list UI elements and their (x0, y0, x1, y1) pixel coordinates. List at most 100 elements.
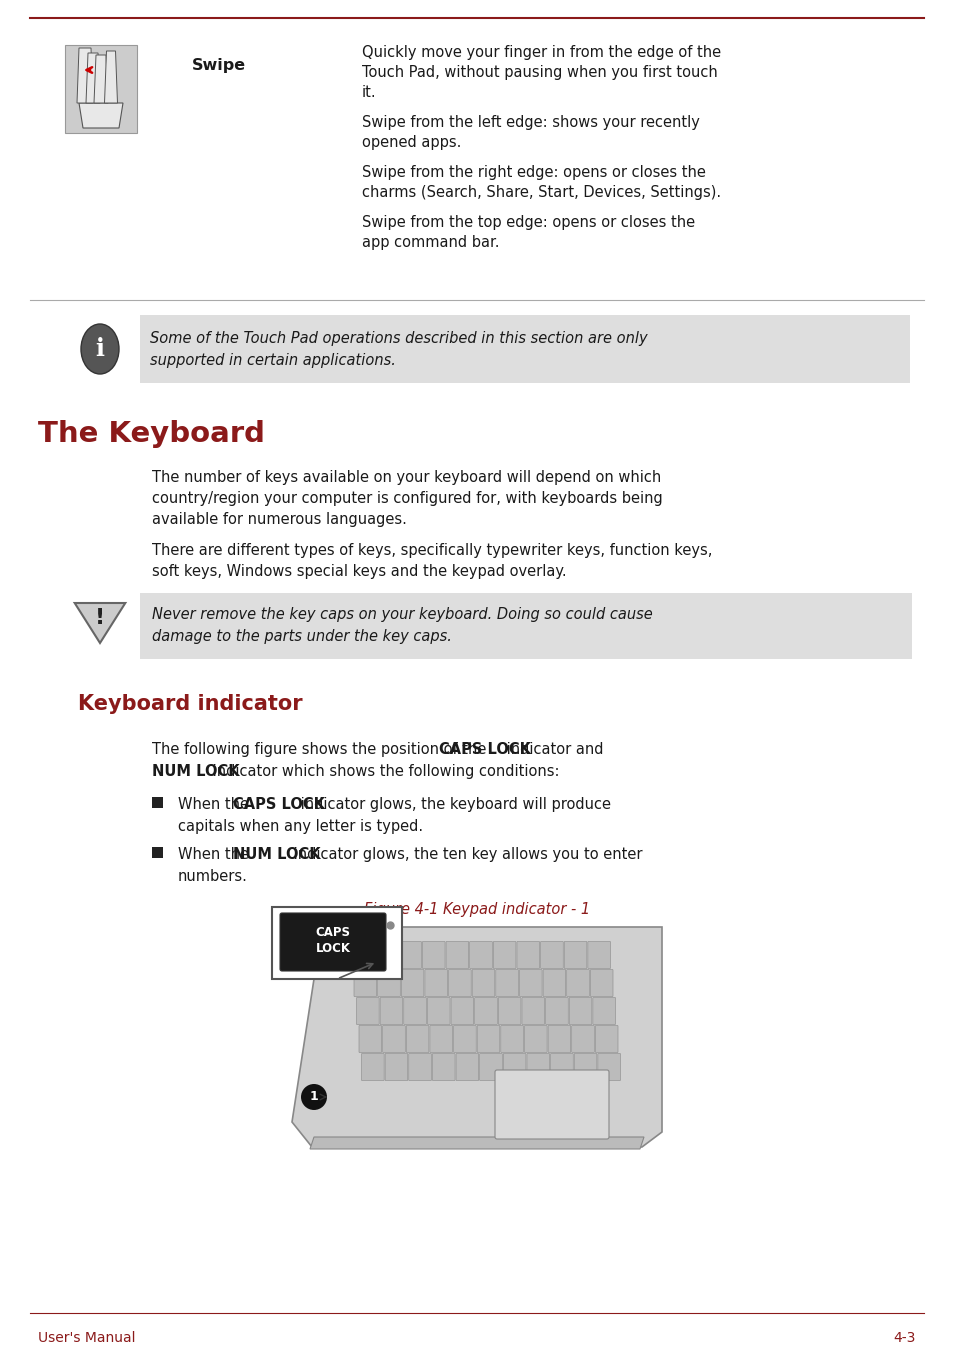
FancyBboxPatch shape (356, 998, 378, 1025)
FancyBboxPatch shape (595, 1025, 618, 1053)
FancyBboxPatch shape (152, 798, 163, 808)
FancyBboxPatch shape (540, 941, 562, 968)
FancyBboxPatch shape (569, 998, 591, 1025)
FancyBboxPatch shape (424, 970, 447, 997)
Polygon shape (94, 55, 108, 104)
FancyBboxPatch shape (526, 1053, 549, 1080)
FancyBboxPatch shape (476, 1025, 499, 1053)
Text: available for numerous languages.: available for numerous languages. (152, 512, 406, 527)
Text: Swipe from the right edge: opens or closes the: Swipe from the right edge: opens or clos… (361, 165, 705, 180)
Text: The number of keys available on your keyboard will depend on which: The number of keys available on your key… (152, 469, 660, 486)
Text: CAPS LOCK: CAPS LOCK (438, 742, 530, 757)
Text: Keyboard indicator: Keyboard indicator (78, 694, 302, 714)
FancyBboxPatch shape (375, 941, 397, 968)
FancyBboxPatch shape (430, 1025, 452, 1053)
Text: it.: it. (361, 85, 376, 100)
FancyBboxPatch shape (574, 1053, 597, 1080)
Text: indicator which shows the following conditions:: indicator which shows the following cond… (208, 764, 558, 779)
Text: Swipe from the left edge: shows your recently: Swipe from the left edge: shows your rec… (361, 116, 700, 130)
FancyBboxPatch shape (503, 1053, 525, 1080)
Text: soft keys, Windows special keys and the keypad overlay.: soft keys, Windows special keys and the … (152, 564, 566, 578)
Text: !: ! (95, 608, 105, 628)
FancyBboxPatch shape (377, 970, 400, 997)
Text: When the: When the (178, 798, 253, 812)
Polygon shape (74, 603, 125, 643)
FancyBboxPatch shape (406, 1025, 429, 1053)
Polygon shape (292, 927, 661, 1147)
FancyBboxPatch shape (521, 998, 544, 1025)
Text: The Keyboard: The Keyboard (38, 420, 265, 448)
FancyBboxPatch shape (500, 1025, 523, 1053)
Text: app command bar.: app command bar. (361, 235, 499, 250)
FancyBboxPatch shape (545, 998, 568, 1025)
Polygon shape (105, 51, 117, 104)
Text: CAPS
LOCK: CAPS LOCK (315, 925, 350, 955)
Text: 4-3: 4-3 (893, 1332, 915, 1345)
Text: charms (Search, Share, Start, Devices, Settings).: charms (Search, Share, Start, Devices, S… (361, 186, 720, 200)
Text: CAPS LOCK: CAPS LOCK (233, 798, 325, 812)
Text: Swipe from the top edge: opens or closes the: Swipe from the top edge: opens or closes… (361, 215, 695, 230)
FancyBboxPatch shape (563, 941, 586, 968)
FancyBboxPatch shape (496, 970, 517, 997)
FancyBboxPatch shape (446, 941, 468, 968)
Polygon shape (86, 52, 100, 104)
FancyBboxPatch shape (382, 1025, 405, 1053)
Text: opened apps.: opened apps. (361, 134, 461, 151)
Text: country/region your computer is configured for, with keyboards being: country/region your computer is configur… (152, 491, 662, 506)
Text: User's Manual: User's Manual (38, 1332, 135, 1345)
Text: NUM LOCK: NUM LOCK (152, 764, 239, 779)
Text: damage to the parts under the key caps.: damage to the parts under the key caps. (152, 629, 452, 644)
FancyBboxPatch shape (385, 1053, 407, 1080)
FancyBboxPatch shape (479, 1053, 502, 1080)
Text: 1: 1 (310, 1091, 318, 1103)
Text: capitals when any letter is typed.: capitals when any letter is typed. (178, 819, 423, 834)
Text: indicator and: indicator and (501, 742, 602, 757)
FancyBboxPatch shape (408, 1053, 431, 1080)
FancyBboxPatch shape (403, 998, 426, 1025)
Text: The following figure shows the position of the: The following figure shows the position … (152, 742, 491, 757)
FancyBboxPatch shape (590, 970, 613, 997)
FancyBboxPatch shape (453, 1025, 476, 1053)
FancyBboxPatch shape (427, 998, 450, 1025)
FancyBboxPatch shape (448, 970, 471, 997)
FancyBboxPatch shape (587, 941, 610, 968)
Text: There are different types of keys, specifically typewriter keys, function keys,: There are different types of keys, speci… (152, 543, 712, 558)
Text: Figure 4-1 Keypad indicator - 1: Figure 4-1 Keypad indicator - 1 (363, 902, 590, 917)
FancyBboxPatch shape (422, 941, 445, 968)
FancyBboxPatch shape (519, 970, 541, 997)
FancyBboxPatch shape (379, 998, 402, 1025)
Text: Quickly move your finger in from the edge of the: Quickly move your finger in from the edg… (361, 44, 720, 61)
FancyBboxPatch shape (451, 998, 474, 1025)
Polygon shape (77, 48, 92, 104)
FancyBboxPatch shape (65, 44, 137, 133)
FancyBboxPatch shape (280, 913, 386, 971)
Text: Some of the Touch Pad operations described in this section are only: Some of the Touch Pad operations describ… (150, 331, 647, 346)
FancyBboxPatch shape (495, 1071, 608, 1139)
FancyBboxPatch shape (432, 1053, 455, 1080)
FancyBboxPatch shape (140, 315, 909, 383)
FancyBboxPatch shape (542, 970, 565, 997)
FancyBboxPatch shape (571, 1025, 594, 1053)
FancyBboxPatch shape (524, 1025, 546, 1053)
FancyBboxPatch shape (497, 998, 520, 1025)
Polygon shape (310, 1137, 643, 1149)
FancyBboxPatch shape (361, 1053, 384, 1080)
Text: numbers.: numbers. (178, 869, 248, 884)
FancyBboxPatch shape (354, 970, 376, 997)
FancyBboxPatch shape (140, 593, 911, 659)
FancyBboxPatch shape (493, 941, 516, 968)
FancyBboxPatch shape (469, 941, 492, 968)
Text: supported in certain applications.: supported in certain applications. (150, 352, 395, 369)
FancyBboxPatch shape (472, 970, 495, 997)
FancyBboxPatch shape (398, 941, 421, 968)
Circle shape (301, 1084, 327, 1110)
FancyBboxPatch shape (517, 941, 539, 968)
Text: indicator glows, the keyboard will produce: indicator glows, the keyboard will produ… (295, 798, 610, 812)
FancyBboxPatch shape (401, 970, 423, 997)
FancyBboxPatch shape (272, 907, 401, 979)
FancyBboxPatch shape (475, 998, 497, 1025)
FancyBboxPatch shape (456, 1053, 478, 1080)
Text: Never remove the key caps on your keyboard. Doing so could cause: Never remove the key caps on your keyboa… (152, 607, 652, 621)
Text: NUM LOCK: NUM LOCK (233, 847, 320, 862)
FancyBboxPatch shape (548, 1025, 570, 1053)
